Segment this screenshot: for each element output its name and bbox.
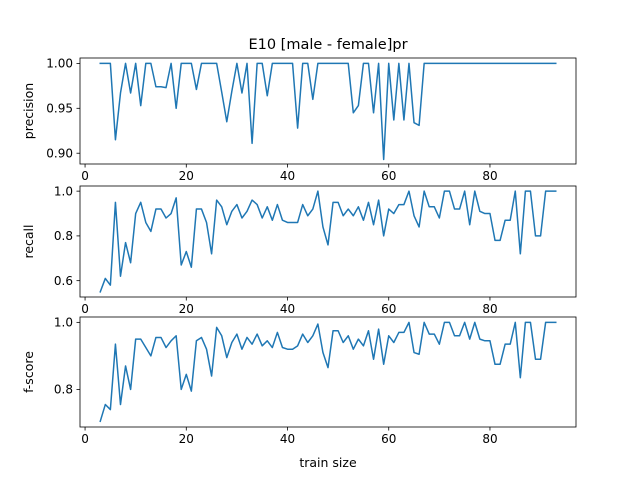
recall-y-tick-label: 0.6 <box>54 274 73 288</box>
fscore-x-tick-label: 80 <box>482 432 497 446</box>
precision-x-tick-label: 0 <box>81 169 89 183</box>
fscore-x-tick-label: 20 <box>179 432 194 446</box>
precision-axes-frame <box>79 57 577 165</box>
precision-y-tick-label: 0.95 <box>46 102 73 116</box>
precision-x-tick-label: 80 <box>482 169 497 183</box>
fscore-y-tick-label: 0.8 <box>54 383 73 397</box>
fscore-x-tick-label: 0 <box>81 432 89 446</box>
recall-x-tick-label: 0 <box>81 302 89 316</box>
recall-y-axis-label: recall <box>21 224 36 258</box>
recall-axes-frame <box>79 185 577 298</box>
precision-x-tick-label: 60 <box>381 169 396 183</box>
fscore-x-tick-label: 40 <box>280 432 295 446</box>
recall-subplot: 0 20 40 60 80 0.6 0.8 1.0 recall <box>21 184 577 316</box>
fscore-series-line <box>99 321 557 423</box>
precision-y-tick-label: 0.90 <box>46 147 73 161</box>
precision-series-line <box>99 62 557 161</box>
fscore-axes-frame <box>79 316 577 428</box>
fscore-y-axis-label: f-score <box>21 351 36 393</box>
chart-title: E10 [male - female]pr <box>248 37 407 53</box>
fscore-y-tick-label: 1.0 <box>54 316 73 330</box>
recall-x-tick-label: 60 <box>381 302 396 316</box>
recall-series-line <box>99 190 557 293</box>
recall-y-tick-label: 0.8 <box>54 229 73 243</box>
recall-x-tick-label: 80 <box>482 302 497 316</box>
x-axis-label: train size <box>299 455 357 470</box>
precision-y-tick-label: 1.00 <box>46 57 73 71</box>
recall-x-tick-label: 20 <box>179 302 194 316</box>
precision-x-tick-label: 20 <box>179 169 194 183</box>
precision-y-axis-label: precision <box>21 83 36 139</box>
precision-subplot: 0 20 40 60 80 0.90 0.95 1.00 precision <box>21 57 577 183</box>
recall-y-tick-label: 1.0 <box>54 184 73 198</box>
recall-x-tick-label: 40 <box>280 302 295 316</box>
precision-x-tick-label: 40 <box>280 169 295 183</box>
fscore-subplot: 0 20 40 60 80 0.8 1.0 f-score <box>21 316 577 446</box>
fscore-x-tick-label: 60 <box>381 432 396 446</box>
